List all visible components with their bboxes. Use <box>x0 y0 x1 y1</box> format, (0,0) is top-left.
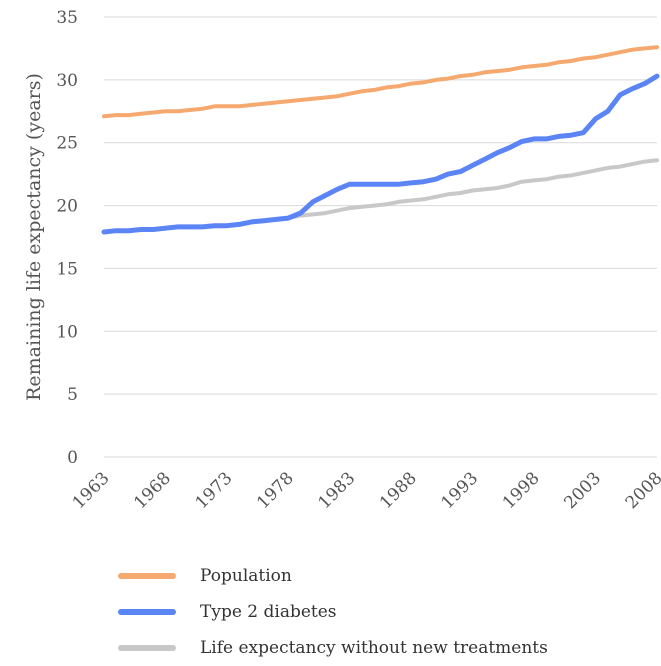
legend-swatch <box>118 645 176 651</box>
x-tick-label: 1963 <box>69 468 114 513</box>
x-tick-label: 1988 <box>376 468 421 513</box>
y-tick-label: 0 <box>67 448 78 468</box>
legend-swatch <box>118 609 176 615</box>
x-tick-label: 1983 <box>315 468 360 513</box>
x-tick-label: 2003 <box>560 468 605 513</box>
legend-label: Type 2 diabetes <box>200 602 337 622</box>
y-tick-label: 25 <box>56 134 78 154</box>
series-line-population <box>102 45 659 119</box>
series-line-type-2-diabetes <box>101 73 660 235</box>
gridlines <box>104 16 657 458</box>
legend-swatch <box>118 573 176 579</box>
x-tick-label: 1978 <box>253 468 298 513</box>
y-tick-label: 10 <box>56 322 78 342</box>
series-line-life-expectancy-without-new-treatments <box>286 158 659 221</box>
legend-label: Life expectancy without new treatments <box>200 638 548 658</box>
y-tick-label: 20 <box>56 197 78 217</box>
legend-label: Population <box>200 566 292 586</box>
x-tick-label: 1968 <box>130 468 175 513</box>
x-axis-ticks: 1963 1968 1973 1978 1983 1988 1993 1998 2003 2008 <box>69 468 661 513</box>
x-tick-label: 1993 <box>437 468 482 513</box>
y-tick-label: 35 <box>56 8 78 28</box>
legend: Population Type 2 diabetes Life expectancy… <box>118 558 548 666</box>
legend-item: Life expectancy without new treatments <box>118 630 548 666</box>
y-axis-label: Remaining life expectancy (years) <box>23 73 45 401</box>
legend-item: Population <box>118 558 548 594</box>
x-tick-label: 2008 <box>622 468 661 513</box>
legend-item: Type 2 diabetes <box>118 594 548 630</box>
x-tick-label: 1973 <box>192 468 237 513</box>
x-tick-label: 1998 <box>499 468 544 513</box>
y-tick-label: 30 <box>56 71 78 91</box>
y-axis-ticks: 0 5 10 15 20 25 30 35 <box>56 8 78 468</box>
y-tick-label: 5 <box>67 385 78 405</box>
y-tick-label: 15 <box>56 259 78 279</box>
series-lines <box>101 45 660 235</box>
